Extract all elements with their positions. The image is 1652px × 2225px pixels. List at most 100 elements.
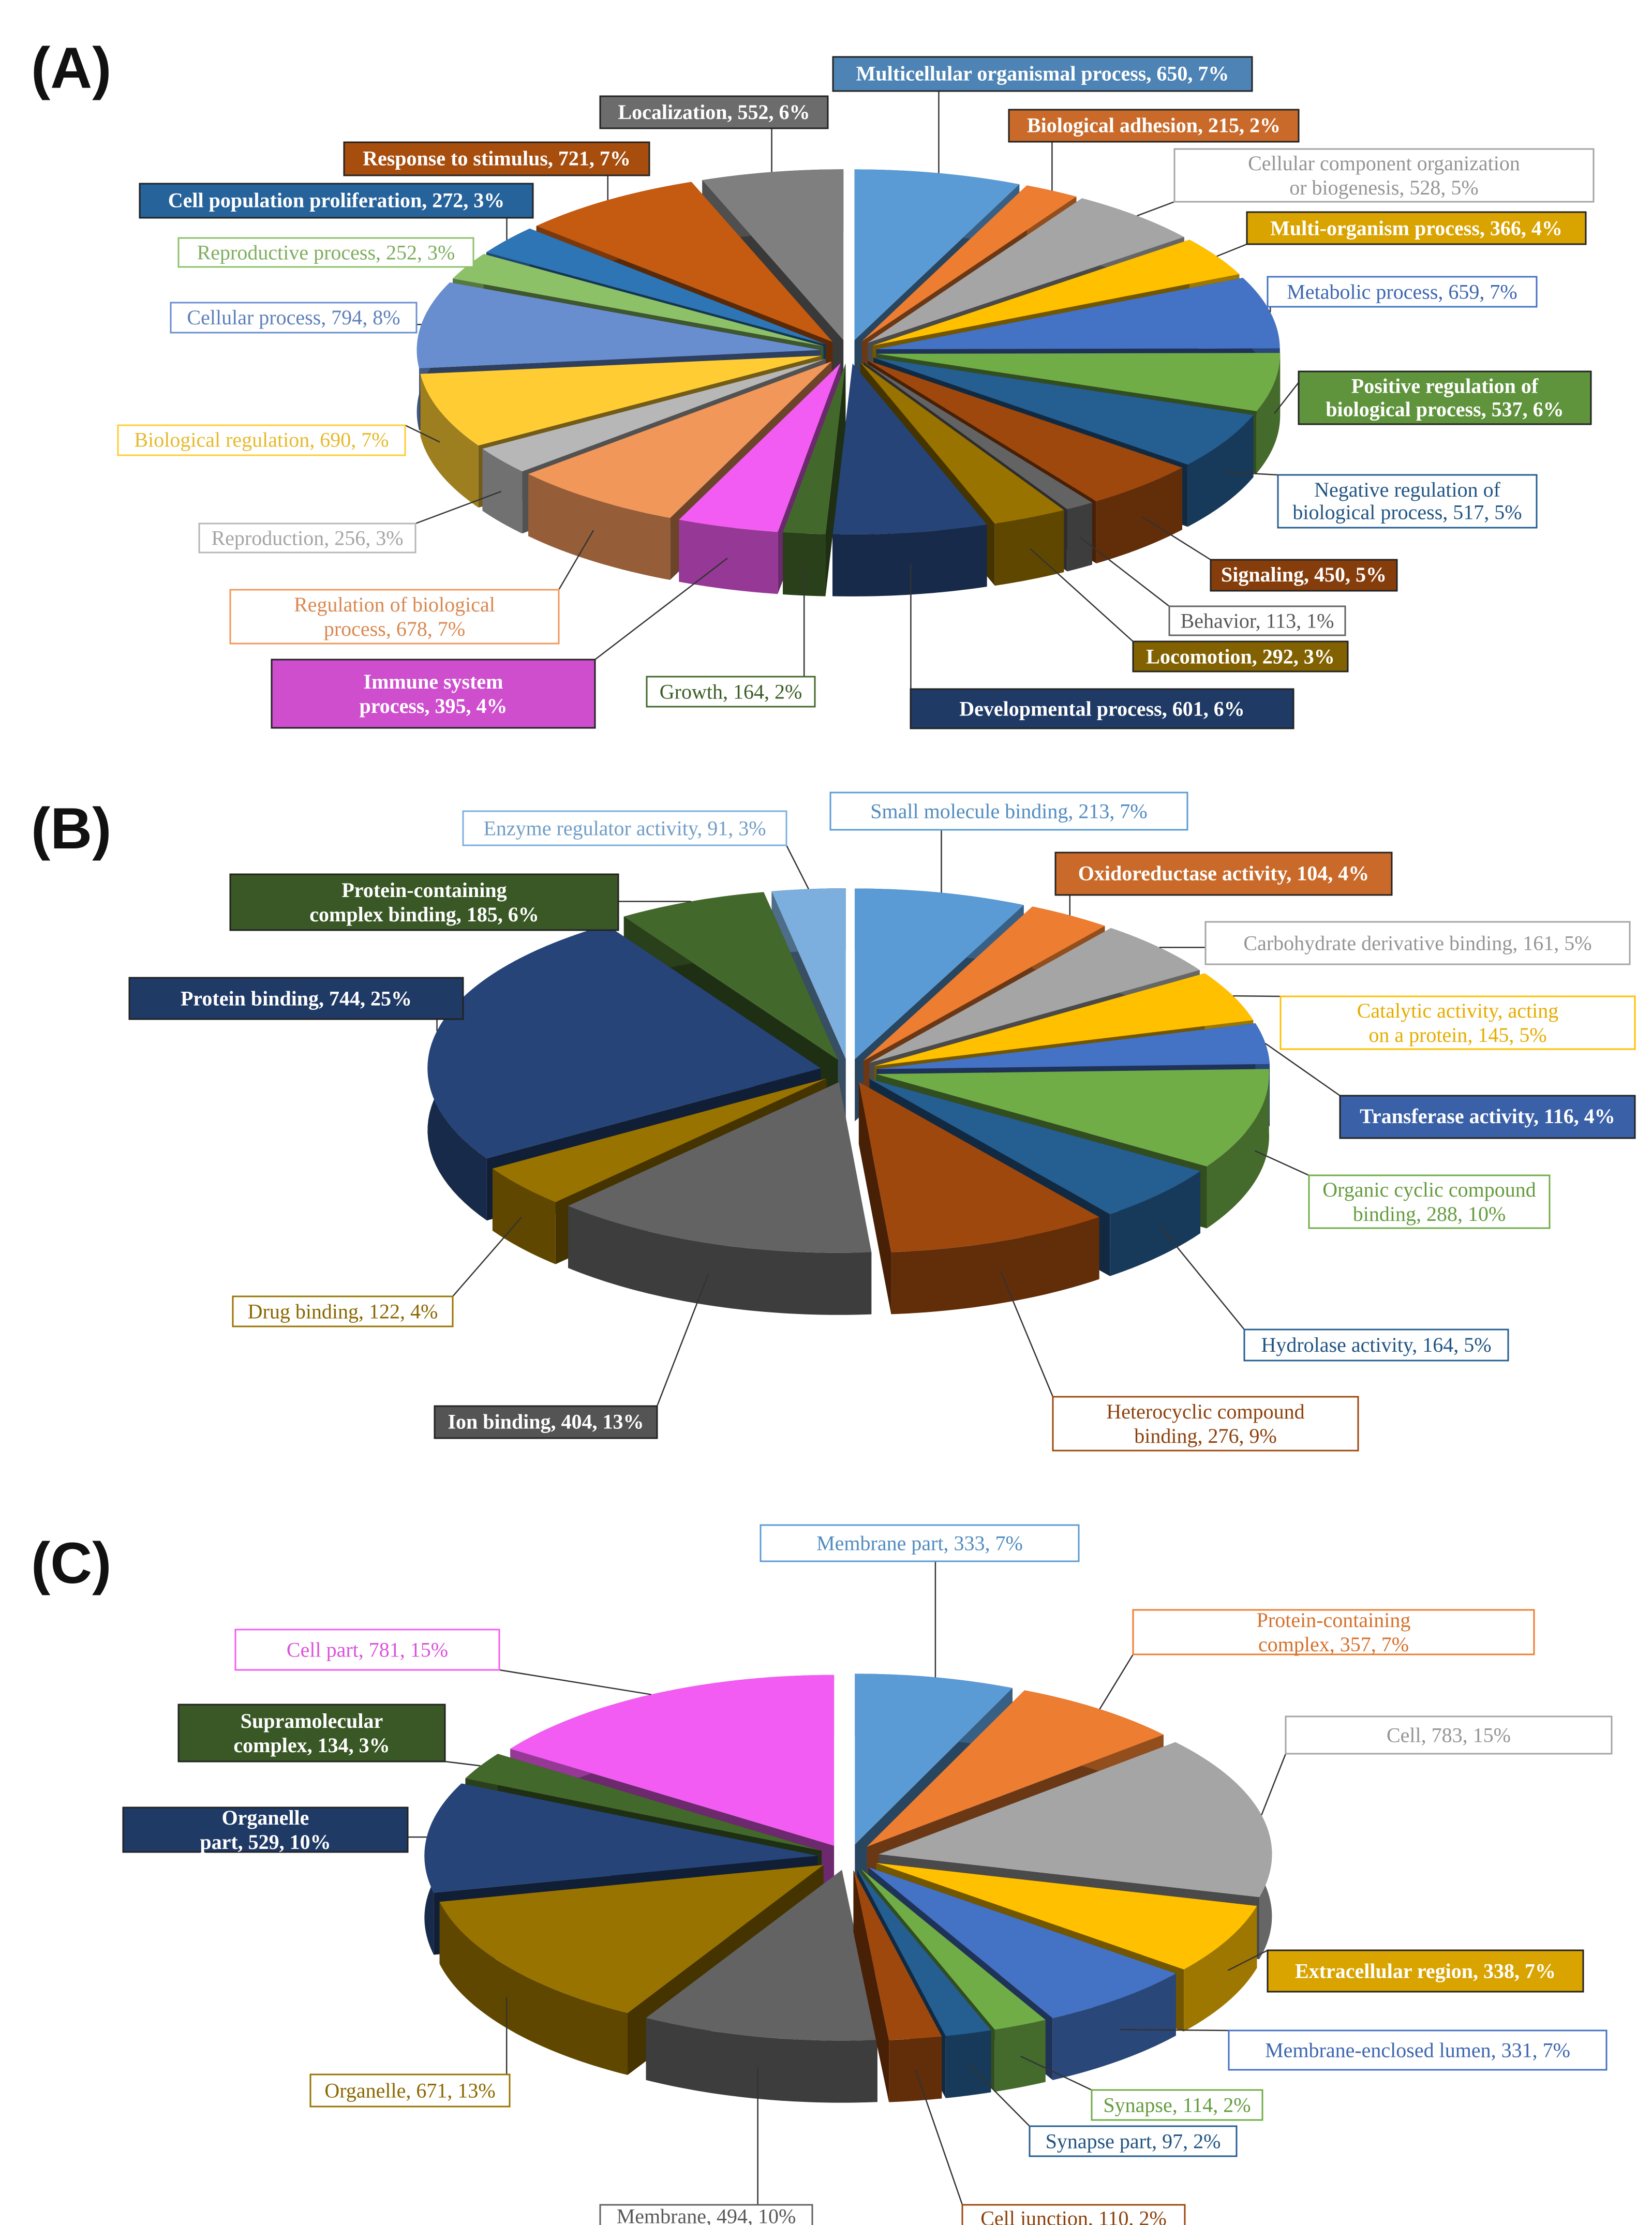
label-box — [1339, 1095, 1636, 1139]
label-text: Organelle, 671, 13% — [324, 2079, 495, 2102]
slice-outer-wall — [1207, 1069, 1269, 1229]
label-box — [1091, 2089, 1263, 2121]
label-box — [760, 1524, 1080, 1562]
label-text: Regulation of biological process, 678, 7% — [294, 593, 495, 640]
leader-line — [1137, 201, 1175, 217]
label-box — [122, 1806, 409, 1853]
label-membrane-enclosed-lumen: Membrane-enclosed lumen, 331, 7% — [1228, 2029, 1608, 2071]
label-box — [1008, 109, 1300, 143]
label-text: Protein-containing complex, 357, 7% — [1257, 1608, 1411, 1656]
slice-top-locomotion — [860, 362, 1064, 524]
slice-top-catalytic-activity-acting-on-a-protein — [874, 973, 1254, 1066]
label-box — [1308, 1174, 1551, 1229]
label-box — [462, 810, 787, 846]
label-box — [309, 2073, 511, 2108]
slice-top-regulation-of-biological-process — [528, 361, 832, 518]
slice-top-extracellular-region — [876, 1863, 1257, 1969]
label-protein-binding: Protein binding, 744, 25% — [128, 977, 464, 1020]
leader-line — [915, 2069, 963, 2205]
slice-top-cellular-component-organization-or-biogenesis — [867, 198, 1184, 343]
label-text: Biological regulation, 690, 7% — [134, 428, 389, 452]
slice-outer-wall — [439, 1902, 628, 2075]
slice-top-metabolic-process — [876, 277, 1280, 349]
label-signaling: Signaling, 450, 5% — [1210, 559, 1398, 592]
slice-outer-wall — [1256, 353, 1281, 473]
slice-cell-junction — [853, 1870, 942, 2102]
label-text: Biological adhesion, 215, 2% — [1027, 114, 1281, 137]
slice-top-cellular-process — [416, 282, 821, 368]
leader-line — [968, 2064, 1030, 2127]
label-multi-organism-process: Multi-organism process, 366, 4% — [1246, 211, 1587, 245]
label-box — [910, 688, 1294, 729]
slice-outer-wall — [492, 1168, 556, 1264]
label-box — [961, 2204, 1186, 2225]
label-developmental-process: Developmental process, 601, 6% — [910, 688, 1294, 729]
slice-top-behavior — [864, 362, 1092, 510]
leader-line — [1265, 1042, 1341, 1097]
label-text: Cell population proliferation, 272, 3% — [168, 189, 504, 212]
slice-outer-wall — [1110, 1171, 1201, 1276]
label-box — [646, 676, 816, 708]
slice-top-signaling — [868, 360, 1183, 501]
pie-panel-b: (B) Small molecule binding, 213, 7% Oxidor… — [31, 792, 1636, 1452]
slice-top-protein-containing-complex-binding — [623, 892, 838, 1060]
leader-line — [1119, 2028, 1229, 2032]
label-box — [1168, 605, 1346, 636]
label-text: Localization, 552, 6% — [618, 100, 810, 124]
pie-sides — [416, 169, 1281, 596]
leader-line — [499, 1669, 651, 1695]
slice-top-organic-cyclic-compound-binding — [875, 1069, 1269, 1167]
label-regulation-of-biological-process: Regulation of biological process, 678, 7% — [229, 589, 560, 645]
slice-outer-wall — [646, 2018, 877, 2103]
leader-line — [1020, 2055, 1092, 2091]
label-behavior: Behavior, 113, 1% — [1168, 605, 1346, 636]
label-box — [1228, 2029, 1608, 2071]
leader-line — [452, 1217, 523, 1297]
label-drug-binding: Drug binding, 122, 4% — [232, 1295, 454, 1327]
label-organelle: Organelle, 671, 13% — [309, 2073, 511, 2108]
slice-top-cell — [879, 1742, 1272, 1898]
slice-top-hydrolase-activity — [869, 1079, 1201, 1214]
slice-top-response-to-stimulus — [536, 182, 833, 342]
label-box — [229, 873, 619, 931]
label-text: Membrane, 494, 10% — [617, 2205, 796, 2225]
label-heterocyclic-compound-binding: Heterocyclic compound binding, 276, 9% — [1052, 1396, 1359, 1452]
panel-letter-b: (B) — [31, 796, 111, 861]
slice-outer-wall — [1187, 415, 1254, 527]
slice-top-membrane-part — [855, 1674, 1013, 1845]
label-text: Cellular component organization or biogen… — [1248, 152, 1520, 199]
label-text: Drug binding, 122, 4% — [248, 1300, 438, 1323]
slice-top-positive-regulation-of-biological-process — [876, 353, 1281, 411]
slice-top-synapse-part — [857, 1870, 991, 2036]
label-text: Cellular process, 794, 8% — [187, 306, 400, 329]
slice-top-immune-system-process — [679, 363, 841, 532]
label-text: Ion binding, 404, 13% — [448, 1410, 644, 1433]
slice-top-small-molecule-binding — [855, 888, 1024, 1059]
slice-top-membrane — [646, 1870, 877, 2041]
label-enzyme-regulator-activity: Enzyme regulator activity, 91, 3% — [462, 810, 787, 846]
label-biological-regulation: Biological regulation, 690, 7% — [117, 424, 406, 456]
slice-top-supramolecular-complex — [465, 1754, 822, 1851]
label-multicellular-organismal-process: Multicellular organismal process, 650, 7… — [832, 56, 1253, 92]
leader-line — [1261, 1753, 1287, 1816]
leader-line — [1225, 471, 1278, 476]
label-cell-junction: Cell junction, 110, 2% — [961, 2204, 1186, 2225]
label-box — [1054, 852, 1393, 896]
slice-top-enzyme-regulator-activity — [771, 888, 846, 1059]
slice-top-organelle — [439, 1864, 824, 2013]
label-box — [1132, 640, 1349, 673]
label-synapse-part: Synapse part, 97, 2% — [1029, 2125, 1238, 2157]
slice-top-cell-part — [510, 1675, 835, 1846]
slice-outer-wall — [528, 474, 671, 580]
slice-top-organelle-part — [424, 1783, 818, 1893]
slice-top-biological-adhesion — [861, 185, 1077, 341]
leader-line — [1000, 1272, 1054, 1397]
slice-top-developmental-process — [832, 363, 987, 534]
label-organic-cyclic-compound-binding: Organic cyclic compound binding, 288, 10% — [1308, 1174, 1551, 1229]
label-membrane: Membrane, 494, 10% — [599, 2204, 813, 2225]
label-reproductive-process: Reproductive process, 252, 3% — [177, 237, 474, 268]
label-box — [1243, 1328, 1509, 1362]
label-cell: Cell, 783, 15% — [1285, 1715, 1613, 1755]
label-box — [177, 1704, 446, 1763]
